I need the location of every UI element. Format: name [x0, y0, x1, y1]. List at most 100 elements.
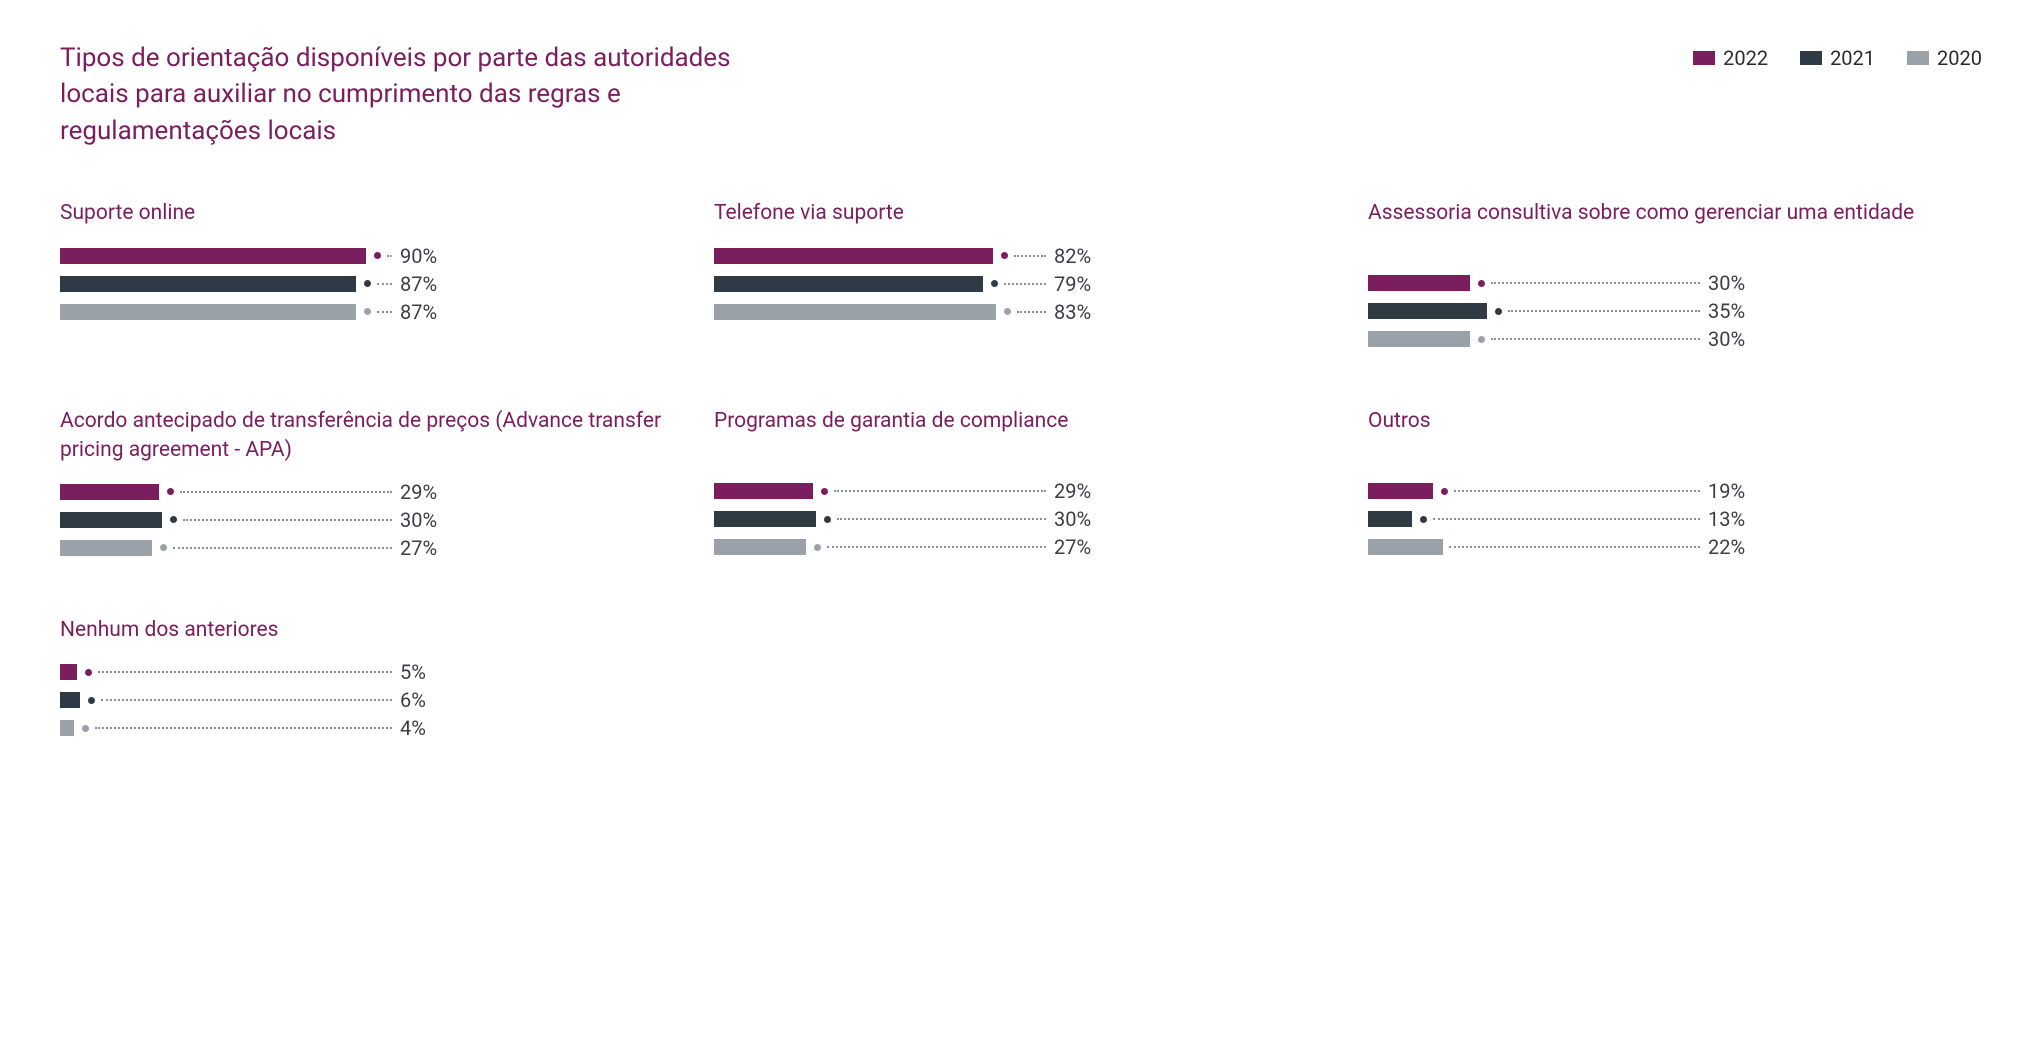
bars-group: 82% 79% 83%	[714, 246, 1328, 322]
bar-track	[60, 692, 400, 708]
leader-dot	[1420, 516, 1427, 523]
panel-title: Suporte online	[60, 199, 674, 227]
leader-dot	[1004, 308, 1011, 315]
panels-grid: Suporte online 90% 87% 87% Telefone via supo…	[60, 199, 1982, 746]
leader-dot	[821, 488, 828, 495]
leader-dot	[1495, 308, 1502, 315]
bar-fill	[1368, 511, 1412, 527]
chart-panel: Nenhum dos anteriores5%6%4%	[60, 616, 674, 746]
bar-track	[714, 276, 1054, 292]
leader-dot	[82, 725, 89, 732]
legend: 2022 2021 2020	[1693, 40, 1982, 70]
bar-fill	[714, 276, 983, 292]
bar-fill	[1368, 483, 1433, 499]
value-label: 27%	[1054, 535, 1104, 559]
leader-line	[827, 546, 1046, 548]
bars-group: 29% 30% 27%	[60, 482, 674, 558]
bar-fill	[60, 720, 74, 736]
leader-line	[1004, 283, 1046, 285]
bar-track	[60, 664, 400, 680]
legend-label: 2022	[1723, 46, 1768, 70]
panel-title: Acordo antecipado de transferência de pr…	[60, 407, 674, 464]
leader-line	[95, 727, 392, 729]
leader-line	[377, 311, 392, 313]
chart-panel: Acordo antecipado de transferência de pr…	[60, 407, 674, 566]
leader-line	[377, 283, 392, 285]
bar-row: 82%	[714, 246, 1328, 266]
bar-track	[1368, 331, 1708, 347]
bars-group: 90% 87% 87%	[60, 246, 674, 322]
bar-row: 6%	[60, 690, 674, 710]
leader-line	[1014, 255, 1046, 257]
panel-title: Outros	[1368, 407, 1982, 463]
bar-row: 83%	[714, 302, 1328, 322]
legend-swatch	[1800, 51, 1822, 65]
bar-track	[60, 276, 400, 292]
leader-line	[1491, 282, 1700, 284]
bar-track	[714, 511, 1054, 527]
value-label: 35%	[1708, 299, 1758, 323]
legend-item: 2020	[1907, 46, 1982, 70]
bars-group: 19% 13% 22%	[1368, 481, 1982, 557]
leader-line	[834, 490, 1046, 492]
panel-title: Telefone via suporte	[714, 199, 1328, 227]
bar-row: 27%	[714, 537, 1328, 557]
value-label: 13%	[1708, 507, 1758, 531]
leader-dot	[814, 544, 821, 551]
bar-track	[714, 483, 1054, 499]
value-label: 30%	[400, 508, 450, 532]
chart-panel: Assessoria consultiva sobre como gerenci…	[1368, 199, 1982, 357]
bar-row: 87%	[60, 302, 674, 322]
bar-track	[1368, 539, 1708, 555]
bar-track	[714, 248, 1054, 264]
leader-dot	[1001, 252, 1008, 259]
bars-group: 5% 6% 4%	[60, 662, 674, 738]
legend-label: 2020	[1937, 46, 1982, 70]
bar-row: 29%	[60, 482, 674, 502]
leader-line	[1491, 338, 1700, 340]
bar-fill	[60, 512, 162, 528]
bar-fill	[1368, 539, 1443, 555]
leader-dot	[991, 280, 998, 287]
bar-fill	[714, 539, 806, 555]
bar-fill	[714, 304, 996, 320]
bar-row: 30%	[714, 509, 1328, 529]
panel-title: Programas de garantia de compliance	[714, 407, 1328, 463]
bar-track	[60, 248, 400, 264]
value-label: 22%	[1708, 535, 1758, 559]
bar-track	[1368, 303, 1708, 319]
bar-row: 87%	[60, 274, 674, 294]
leader-line	[387, 255, 392, 257]
panel-title: Assessoria consultiva sobre como gerenci…	[1368, 199, 1982, 255]
leader-line	[173, 547, 392, 549]
leader-dot	[88, 697, 95, 704]
leader-line	[1454, 490, 1700, 492]
chart-panel: Telefone via suporte 82% 79% 83%	[714, 199, 1328, 357]
bar-fill	[60, 692, 80, 708]
value-label: 6%	[400, 688, 450, 712]
bar-track	[1368, 511, 1708, 527]
bar-row: 30%	[1368, 273, 1982, 293]
bar-row: 30%	[1368, 329, 1982, 349]
leader-line	[98, 671, 392, 673]
value-label: 90%	[400, 244, 450, 268]
leader-line	[183, 519, 392, 521]
legend-label: 2021	[1830, 46, 1875, 70]
value-label: 87%	[400, 300, 450, 324]
bars-group: 29%30%27%	[714, 481, 1328, 557]
value-label: 19%	[1708, 479, 1758, 503]
bar-row: 5%	[60, 662, 674, 682]
bar-row: 27%	[60, 538, 674, 558]
bar-track	[60, 304, 400, 320]
bars-group: 30% 35% 30%	[1368, 273, 1982, 349]
leader-dot	[1478, 336, 1485, 343]
bar-fill	[714, 483, 813, 499]
bar-row: 4%	[60, 718, 674, 738]
leader-dot	[1478, 280, 1485, 287]
leader-line	[180, 491, 392, 493]
bar-track	[60, 540, 400, 556]
bar-fill	[60, 540, 152, 556]
leader-dot	[170, 516, 177, 523]
bar-row: 35%	[1368, 301, 1982, 321]
bar-row: 79%	[714, 274, 1328, 294]
